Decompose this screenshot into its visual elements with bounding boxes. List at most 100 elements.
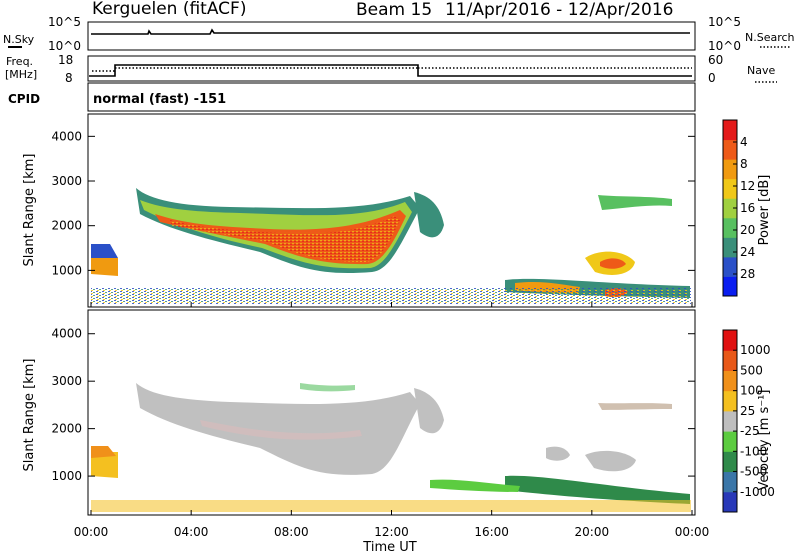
power-colorbar: 4 8 12 16 20 24 28 [722,119,755,297]
velocity-colorbar-segment [723,431,737,452]
date-range: 11/Apr/2016 - 12/Apr/2016 [445,0,673,20]
power-colorbar-tick-label: 12 [740,179,755,193]
velocity-ytick-label: 4000 [51,327,82,341]
power-main-band-texture [170,216,400,262]
power-colorbar-segment [723,178,737,199]
freq-trace [89,64,692,77]
nsky-panel: N.Sky 10^5 10^0 10^5 10^0 N.Search [3,15,795,53]
power-ylabel: Slant Range [km] [22,154,37,267]
velocity-early-band-edge [91,446,116,458]
freq-tick-bottom: 8 [65,71,73,85]
velocity-main-band-tint [200,420,362,440]
power-colorbar-segment [723,159,737,180]
freq-tick-top: 18 [58,53,73,67]
power-high-range [598,195,672,210]
nsky-tick-bottom: 10^0 [48,39,81,53]
nsearch-tick-bottom: 10^0 [708,39,741,53]
time-tick-label: 00:00 [675,525,710,539]
power-ytick-label: 4000 [51,129,82,143]
time-tick-label: 00:00 [74,525,109,539]
power-colorbar-label: Power [dB] [757,175,772,246]
velocity-colorbar-tick-label: 25 [740,404,755,418]
nave-tick-bottom: 0 [708,71,716,85]
power-colorbar-tick-label: 4 [740,135,748,149]
velocity-main-band-upper [300,383,355,392]
power-colorbar-tick-label: 8 [740,157,748,171]
power-ground-scatter [91,288,691,304]
nsky-trace [91,28,690,35]
cpid-value: normal (fast) -151 [93,92,226,107]
velocity-colorbar-tick-label: 1000 [740,343,771,357]
velocity-echo-group [91,383,691,512]
velocity-colorbar-frame [722,329,738,513]
power-ytick-label: 2000 [51,219,82,233]
velocity-ground-scatter [91,500,691,512]
power-colorbar-segment [723,217,737,238]
power-panel: 1000 2000 3000 4000 Slant Range [km] 4 8 12 16… [22,113,772,308]
velocity-colorbar-segment [723,491,737,513]
power-colorbar-tick-label: 24 [740,245,755,259]
velocity-mid-patch [546,446,570,461]
velocity-colorbar-tick-label: 100 [740,384,763,398]
power-colorbar-segment [723,198,737,219]
power-post-midnight [414,192,444,238]
power-colorbar-segment [723,139,737,160]
nave-tick-top: 60 [708,53,723,67]
velocity-ytick-label: 3000 [51,374,82,388]
velocity-colorbar-tick-label: -25 [740,424,760,438]
velocity-colorbar-segment [723,451,737,473]
velocity-ytick-label: 2000 [51,422,82,436]
time-tick-label: 20:00 [575,525,610,539]
nsearch-tick-top: 10^5 [708,15,741,29]
velocity-colorbar-segment [723,330,737,351]
velocity-yaxis: 1000 2000 3000 4000 [51,327,695,483]
power-colorbar-segment [723,120,737,141]
nsearch-label: N.Search [745,31,795,44]
power-ytick-label: 1000 [51,263,82,277]
time-tick-label: 04:00 [174,525,209,539]
freq-label-line1: Freq. [6,55,33,68]
velocity-colorbar-segment [723,390,737,412]
velocity-colorbar-segment [723,410,737,432]
velocity-colorbar-tick-label: -500 [740,465,767,479]
time-tick-label: 08:00 [274,525,309,539]
velocity-colorbar-segment [723,471,737,493]
power-colorbar-segment [723,237,737,258]
velocity-post-midnight [414,388,444,434]
station-title: Kerguelen (fitACF) [92,0,246,19]
velocity-ylabel: Slant Range [km] [22,359,37,472]
velocity-colorbar: 1000 500 100 25 -25 -100 -500 -1000 [722,329,775,513]
power-early-band-edge [91,244,118,258]
power-early-band [91,258,118,276]
beam-label: Beam 15 [356,0,432,20]
cpid-panel: CPID normal (fast) -151 [8,82,696,112]
velocity-night-patch [585,450,636,472]
power-echo-group [91,188,691,304]
freq-label-line2: [MHz] [5,68,37,81]
velocity-high-range [598,403,672,410]
power-ytick-label: 3000 [51,174,82,188]
velocity-colorbar-tick-label: 500 [740,363,763,377]
power-colorbar-tick-label: 16 [740,201,755,215]
time-axis-label: Time UT [362,540,416,554]
power-yaxis: 1000 2000 3000 4000 [51,129,695,277]
nsky-label: N.Sky [3,33,35,46]
velocity-main-band [136,383,420,475]
velocity-early-band [91,452,118,478]
velocity-ytick-label: 1000 [51,469,82,483]
cpid-label: CPID [8,92,40,106]
velocity-colorbar-tick-label: -1000 [740,485,775,499]
power-colorbar-tick-label: 28 [740,267,755,281]
velocity-evening-green [430,479,520,492]
velocity-colorbar-label: Velocity [m s⁻¹] [757,390,772,491]
power-colorbar-segment [723,276,737,297]
power-colorbar-segment [723,256,737,277]
velocity-panel: 1000 2000 3000 4000 Slant Range [km] 1000 50… [22,309,775,516]
nave-label: Nave [747,64,775,77]
power-colorbar-tick-label: 20 [740,223,755,237]
velocity-colorbar-segment [723,370,737,392]
time-axis: 00:00 04:00 08:00 12:00 16:00 20:00 00:00 [74,302,710,539]
freq-panel: Freq. [MHz] 18 8 60 0 Nave [5,53,777,85]
time-tick-label: 12:00 [374,525,409,539]
